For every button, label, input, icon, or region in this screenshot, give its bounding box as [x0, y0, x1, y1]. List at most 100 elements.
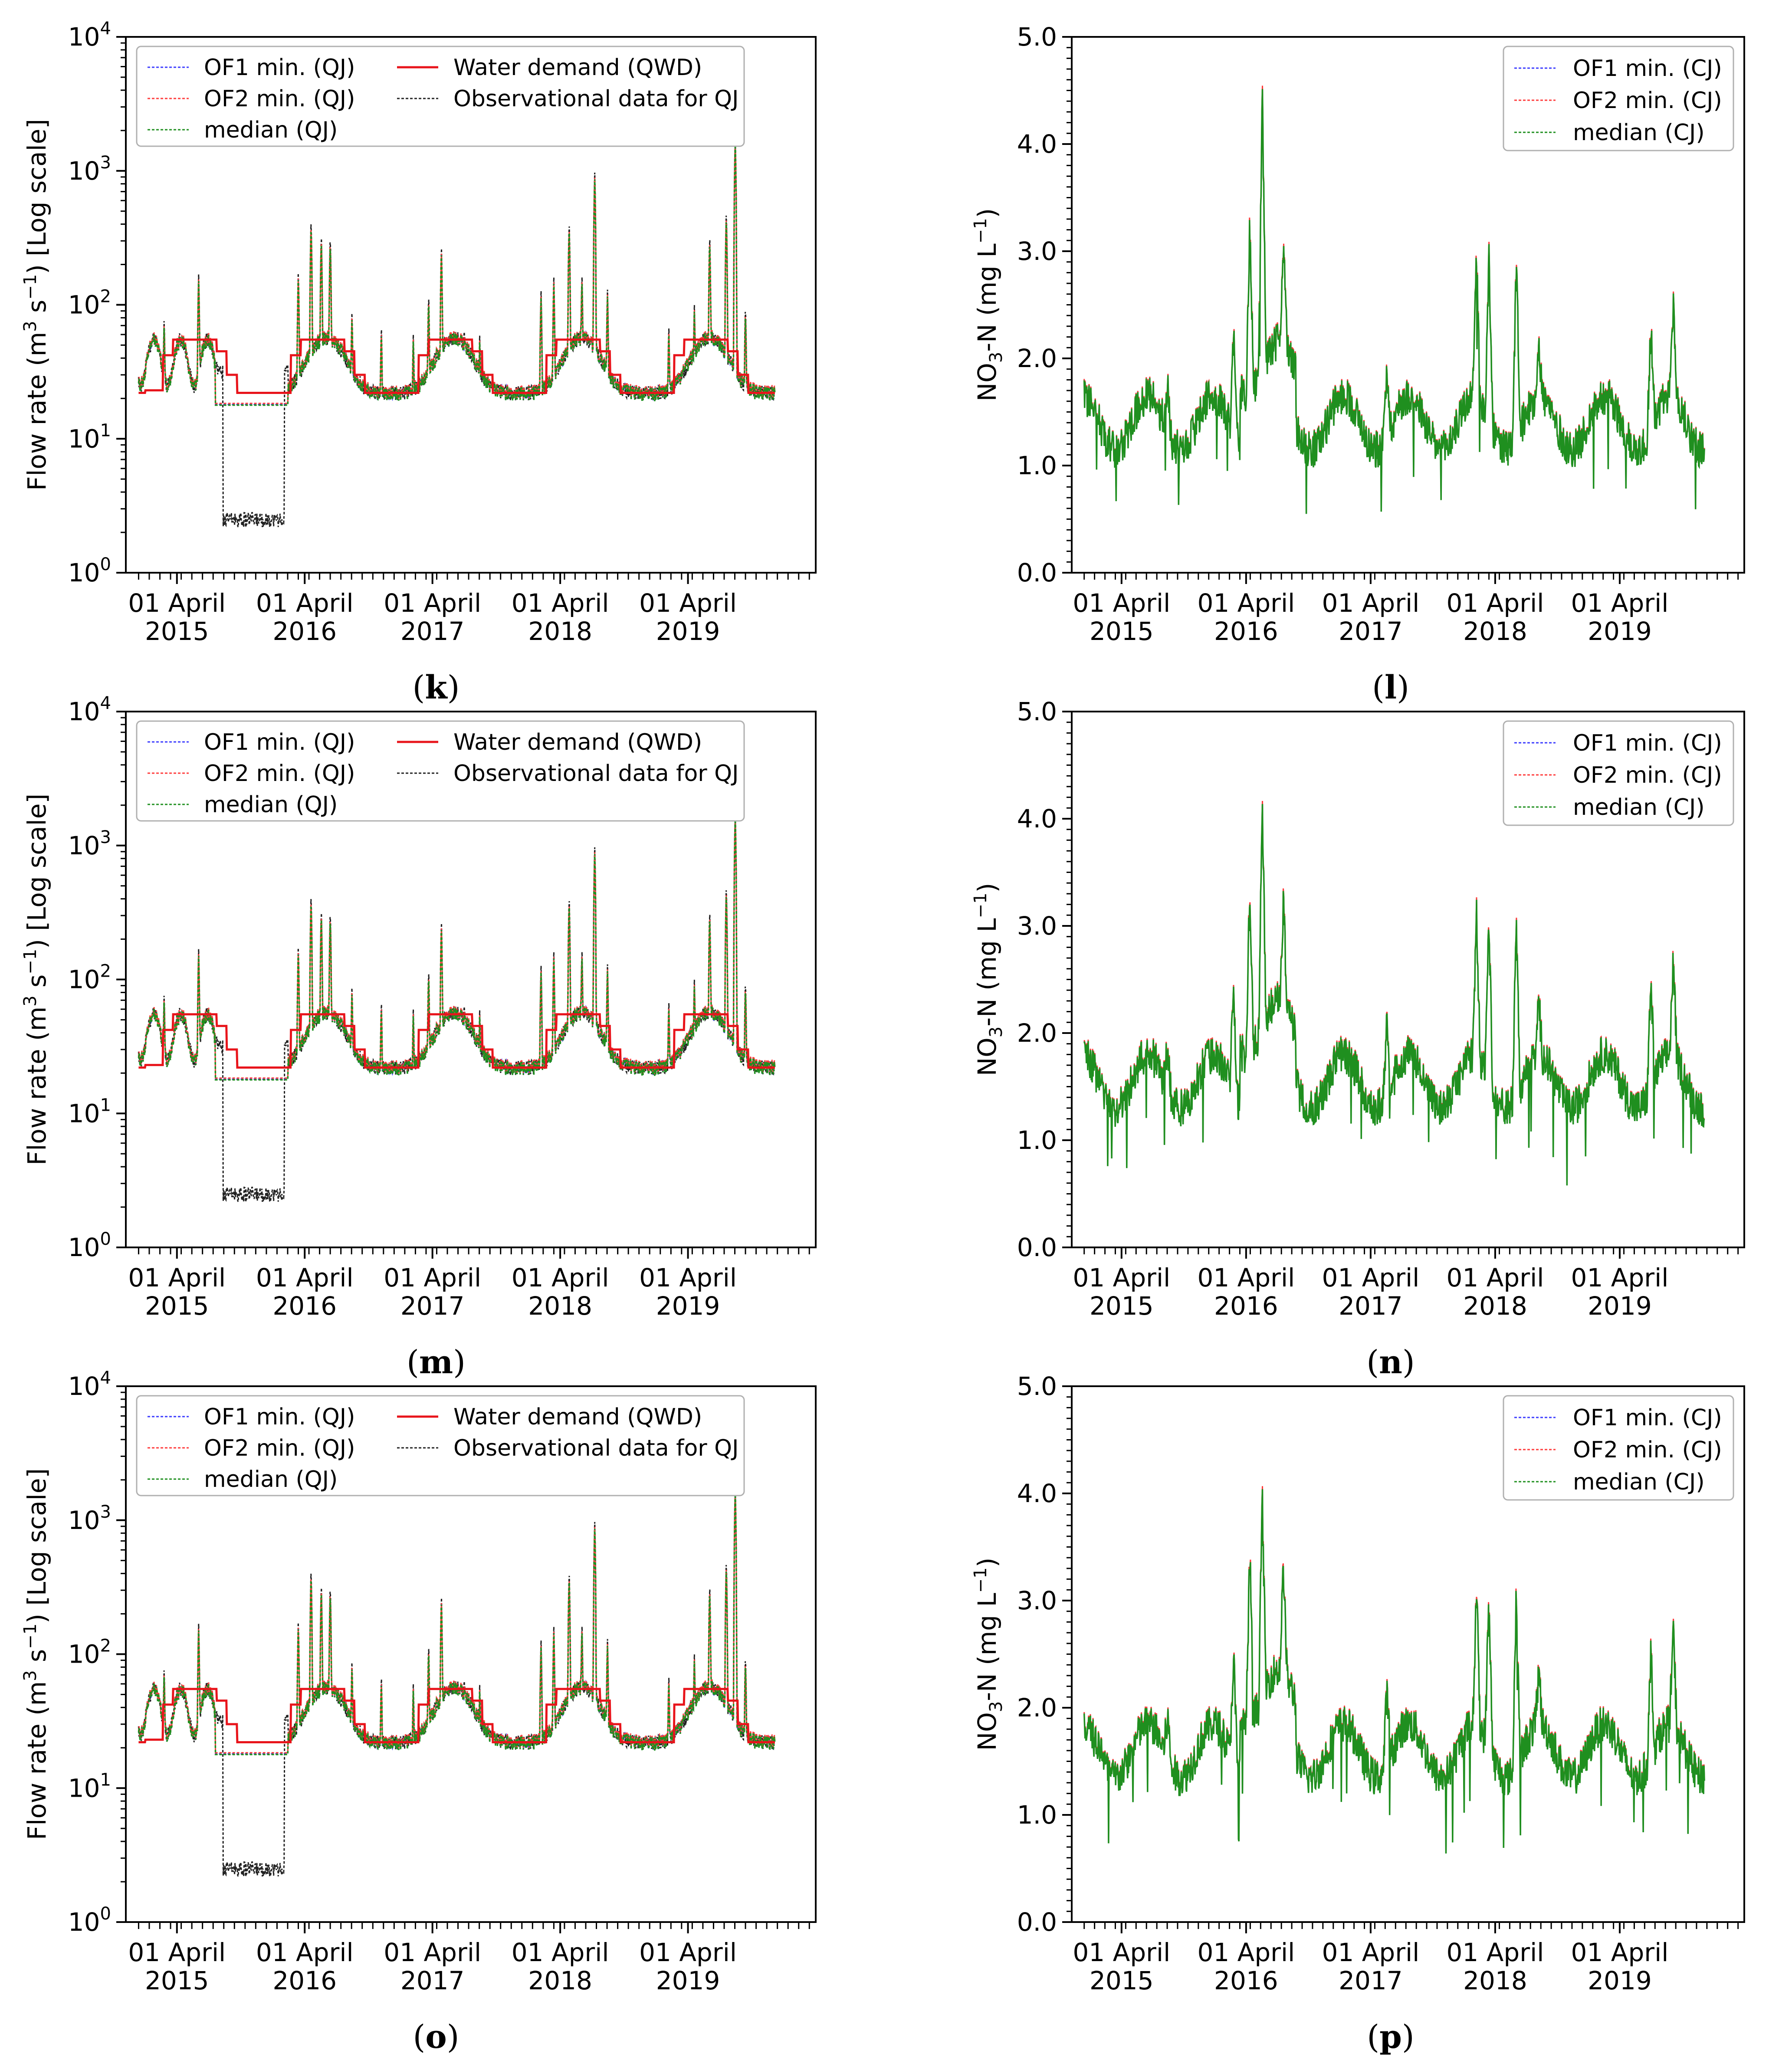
- x-tick-label: 01 April: [256, 588, 354, 618]
- x-tick-label: 2017: [400, 1966, 465, 1995]
- legend-label: OF1 min. (QJ): [204, 1404, 355, 1430]
- series-of1: [1083, 803, 1705, 1185]
- legend-label: Observational data for QJ: [453, 1435, 738, 1461]
- series-water-demand: [138, 1013, 775, 1069]
- x-tick-label: 01 April: [1073, 1938, 1170, 1967]
- y-axis-label: NO3-N (mg L−1): [971, 883, 1006, 1076]
- series-water-demand: [138, 338, 775, 394]
- series-observed: [138, 138, 776, 530]
- x-tick-label: 01 April: [1073, 588, 1170, 618]
- x-tick-label: 2015: [145, 1966, 209, 1995]
- x-tick-label: 2017: [400, 617, 465, 646]
- y-tick-label: 2.0: [1017, 1018, 1057, 1048]
- series-of1: [138, 144, 776, 405]
- series-median: [1083, 89, 1705, 514]
- y-tick-label: 5.0: [1017, 22, 1057, 52]
- legend-label: OF2 min. (QJ): [204, 1435, 355, 1461]
- series-of1: [1083, 1488, 1705, 1854]
- y-tick-label: 101: [68, 420, 111, 453]
- legend-label: Water demand (QWD): [453, 1404, 702, 1430]
- x-tick-label: 01 April: [1073, 1263, 1170, 1293]
- x-tick-label: 01 April: [128, 1263, 226, 1293]
- plot-area: [1083, 800, 1705, 1186]
- y-tick-label: 0.0: [1017, 1907, 1057, 1937]
- series-of2: [138, 143, 776, 404]
- panel-label: (k): [412, 669, 459, 706]
- series-median: [138, 1494, 776, 1755]
- x-tick-label: 2015: [1090, 1291, 1154, 1321]
- x-tick-label: 2016: [1214, 617, 1278, 646]
- y-tick-label: 104: [68, 19, 111, 52]
- legend: OF1 min. (CJ) OF2 min. (CJ) median (CJ): [1503, 720, 1734, 826]
- legend-label: OF2 min. (CJ): [1573, 762, 1722, 788]
- x-tick-label: 2016: [1214, 1966, 1278, 1995]
- legend: OF1 min. (CJ) OF2 min. (CJ) median (CJ): [1503, 46, 1734, 151]
- x-tick-label: 01 April: [1571, 1263, 1669, 1293]
- y-axis-label: Flow rate (m3 s−1) [Log scale]: [20, 1468, 52, 1840]
- y-tick-label: 103: [68, 153, 111, 186]
- x-tick-label: 2018: [528, 617, 592, 646]
- x-tick-label: 01 April: [639, 1263, 737, 1293]
- legend: OF1 min. (CJ) OF2 min. (CJ) median (CJ): [1503, 1395, 1734, 1501]
- legend-label: OF1 min. (CJ): [1573, 56, 1722, 82]
- legend: OF1 min. (QJ) OF2 min. (QJ) median (QJ) Wat…: [136, 1395, 745, 1496]
- y-tick-label: 103: [68, 1502, 111, 1535]
- legend-box: [136, 46, 745, 147]
- legend-label: median (CJ): [1573, 120, 1705, 146]
- plot-area: [138, 813, 776, 1204]
- x-tick-label: 2018: [528, 1966, 592, 1995]
- legend-label: OF2 min. (QJ): [204, 761, 355, 787]
- x-tick-label: 01 April: [512, 1938, 609, 1967]
- x-tick-label: 2016: [272, 617, 337, 646]
- x-tick-label: 01 April: [1197, 1263, 1295, 1293]
- series-of2: [1083, 1486, 1705, 1853]
- y-tick-label: 100: [68, 1229, 111, 1262]
- series-of2: [138, 1492, 776, 1754]
- x-tick-label: 01 April: [1322, 588, 1419, 618]
- legend-box: [136, 1395, 745, 1496]
- x-tick-label: 2015: [145, 1291, 209, 1321]
- series-of1: [138, 1493, 776, 1755]
- legend-box: [136, 720, 745, 822]
- x-tick-label: 01 April: [256, 1938, 354, 1967]
- x-tick-label: 01 April: [512, 588, 609, 618]
- legend-label: Observational data for QJ: [453, 86, 738, 112]
- x-tick-label: 2017: [1339, 1966, 1403, 1995]
- series-observed: [138, 813, 776, 1204]
- x-tick-label: 2017: [1339, 617, 1403, 646]
- legend: OF1 min. (QJ) OF2 min. (QJ) median (QJ) Wat…: [136, 720, 745, 822]
- y-axis-label: Flow rate (m3 s−1) [Log scale]: [20, 119, 52, 491]
- y-tick-label: 5.0: [1017, 1371, 1057, 1401]
- y-axis-label: Flow rate (m3 s−1) [Log scale]: [20, 794, 52, 1165]
- x-tick-label: 2019: [1588, 1966, 1652, 1995]
- y-tick-label: 1.0: [1017, 1800, 1057, 1830]
- y-tick-label: 1.0: [1017, 451, 1057, 480]
- series-median: [138, 819, 776, 1081]
- legend-label: OF2 min. (QJ): [204, 86, 355, 112]
- x-tick-label: 01 April: [128, 1938, 226, 1967]
- y-tick-label: 100: [68, 1904, 111, 1937]
- x-tick-label: 2017: [1339, 1291, 1403, 1321]
- legend-label: median (QJ): [204, 792, 338, 818]
- plot-area: [1083, 85, 1705, 514]
- x-tick-label: 01 April: [1447, 1938, 1544, 1967]
- legend-label: Water demand (QWD): [453, 55, 702, 81]
- legend-label: OF2 min. (CJ): [1573, 1437, 1722, 1463]
- series-of1: [138, 819, 776, 1080]
- y-tick-label: 4.0: [1017, 804, 1057, 833]
- legend-label: median (CJ): [1573, 794, 1705, 820]
- panel-label: (o): [413, 2018, 459, 2056]
- legend-box: [1503, 1395, 1734, 1501]
- legend-label: OF1 min. (CJ): [1573, 1405, 1722, 1431]
- x-tick-label: 2018: [1463, 1966, 1527, 1995]
- x-tick-label: 2018: [1463, 1291, 1527, 1321]
- x-tick-label: 2015: [145, 617, 209, 646]
- y-tick-label: 0.0: [1017, 558, 1057, 587]
- series-water-demand: [138, 1688, 775, 1743]
- y-tick-label: 4.0: [1017, 129, 1057, 159]
- legend-label: OF1 min. (CJ): [1573, 730, 1722, 756]
- x-tick-label: 01 April: [1197, 588, 1295, 618]
